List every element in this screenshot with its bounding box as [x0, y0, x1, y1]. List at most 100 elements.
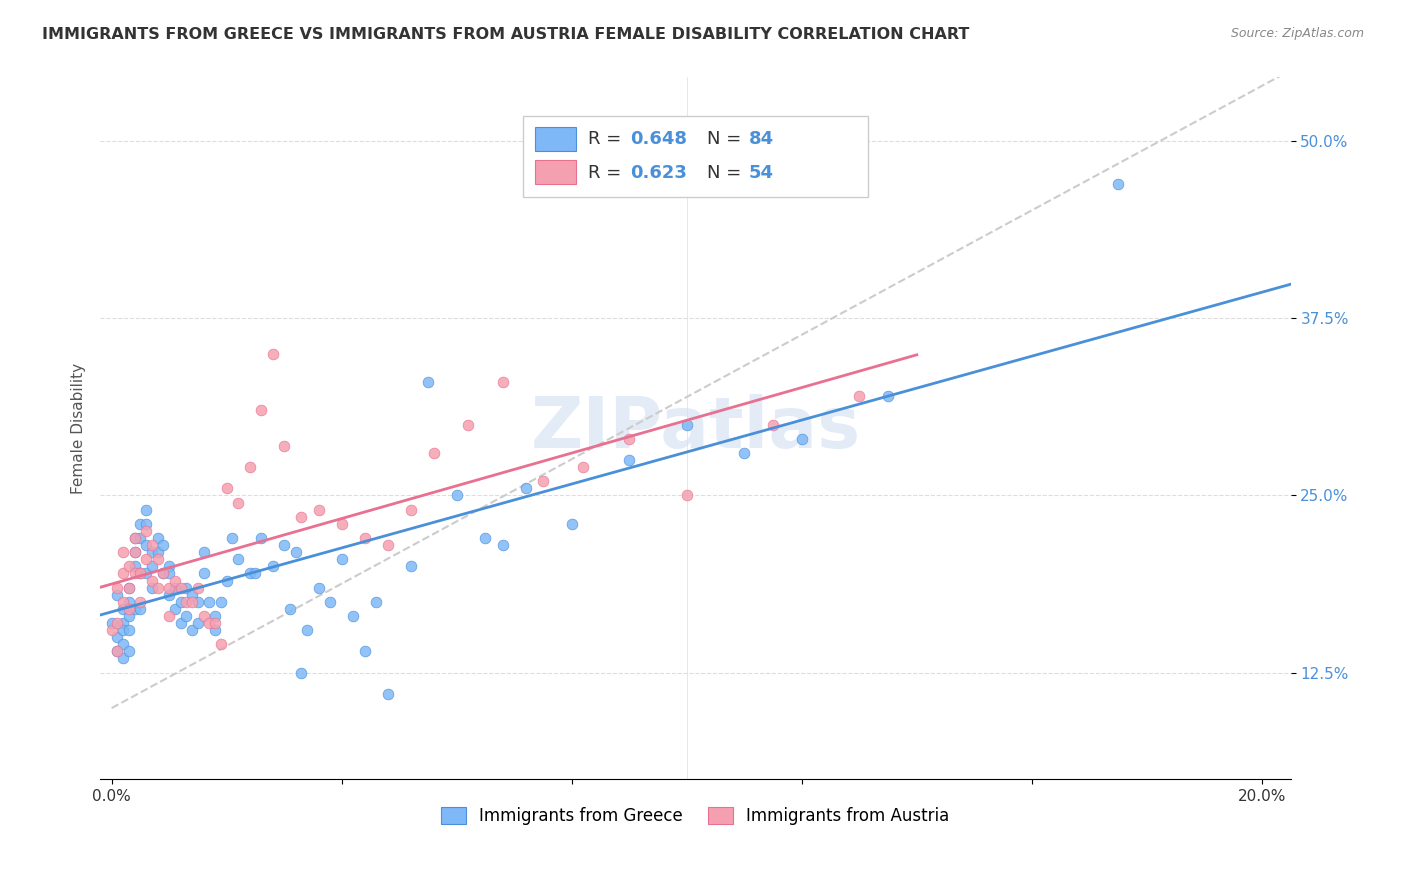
Point [124, 566, 146, 581]
Point [290, 509, 312, 524]
Point [135, 516, 157, 531]
Point [146, 545, 169, 559]
Text: R =: R = [588, 164, 627, 182]
Point [112, 602, 135, 616]
Point [118, 644, 141, 658]
Point [515, 482, 537, 496]
Point [141, 538, 163, 552]
Point [273, 439, 295, 453]
Point [124, 531, 146, 545]
Text: 0.623: 0.623 [630, 164, 686, 182]
Y-axis label: Female Disability: Female Disability [72, 363, 86, 494]
Point [118, 581, 141, 595]
Point [152, 566, 174, 581]
Text: N =: N = [707, 164, 747, 182]
Point [163, 574, 186, 588]
Point [169, 595, 191, 609]
Point [135, 524, 157, 538]
Point [308, 581, 330, 595]
FancyBboxPatch shape [534, 160, 576, 184]
Point [295, 623, 318, 637]
Point [124, 531, 146, 545]
Point [245, 566, 267, 581]
Point [141, 574, 163, 588]
Point [204, 623, 226, 637]
Point [118, 609, 141, 624]
Point [366, 595, 388, 609]
Point [492, 538, 515, 552]
Point [762, 417, 785, 432]
Point [308, 502, 330, 516]
Point [105, 588, 128, 602]
Point [572, 460, 595, 475]
Text: R =: R = [588, 130, 627, 148]
Point [141, 545, 163, 559]
Point [422, 446, 444, 460]
Point [146, 531, 169, 545]
Text: 54: 54 [749, 164, 773, 182]
Point [262, 347, 284, 361]
Point [176, 595, 198, 609]
Point [239, 566, 262, 581]
Point [112, 545, 135, 559]
Point [157, 566, 180, 581]
Point [105, 630, 128, 644]
Point [446, 488, 468, 502]
Point [135, 538, 157, 552]
Point [377, 538, 399, 552]
Point [193, 545, 215, 559]
Point [141, 581, 163, 595]
Point [290, 665, 312, 680]
FancyBboxPatch shape [534, 127, 576, 151]
Point [619, 453, 641, 467]
Point [157, 581, 180, 595]
Point [733, 446, 755, 460]
Point [105, 644, 128, 658]
Point [157, 559, 180, 574]
Point [330, 552, 353, 566]
Point [135, 566, 157, 581]
Point [112, 651, 135, 665]
Point [250, 531, 273, 545]
Point [675, 488, 697, 502]
Point [221, 531, 243, 545]
Point [135, 502, 157, 516]
Point [157, 609, 180, 624]
Point [146, 581, 169, 595]
Point [118, 602, 141, 616]
Point [129, 566, 152, 581]
Point [152, 538, 174, 552]
Point [262, 559, 284, 574]
Point [124, 545, 146, 559]
Point [163, 602, 186, 616]
Text: IMMIGRANTS FROM GREECE VS IMMIGRANTS FROM AUSTRIA FEMALE DISABILITY CORRELATION : IMMIGRANTS FROM GREECE VS IMMIGRANTS FRO… [42, 27, 970, 42]
Legend: Immigrants from Greece, Immigrants from Austria: Immigrants from Greece, Immigrants from … [433, 799, 957, 834]
Point [399, 559, 422, 574]
Text: ZIPatlas: ZIPatlas [530, 393, 860, 463]
Point [118, 559, 141, 574]
Point [619, 432, 641, 446]
Point [284, 545, 307, 559]
Point [848, 389, 870, 403]
Point [239, 460, 262, 475]
Point [118, 595, 141, 609]
Point [112, 566, 135, 581]
Point [118, 623, 141, 637]
Point [124, 559, 146, 574]
Point [112, 615, 135, 630]
Point [129, 595, 152, 609]
Point [416, 375, 439, 389]
Point [129, 531, 152, 545]
Point [187, 595, 209, 609]
Text: Source: ZipAtlas.com: Source: ZipAtlas.com [1230, 27, 1364, 40]
Point [198, 595, 221, 609]
Point [790, 432, 813, 446]
Point [1107, 177, 1129, 191]
Text: N =: N = [707, 130, 747, 148]
Point [176, 609, 198, 624]
Point [273, 538, 295, 552]
Point [474, 531, 496, 545]
Point [100, 623, 122, 637]
Point [226, 552, 249, 566]
Point [124, 602, 146, 616]
